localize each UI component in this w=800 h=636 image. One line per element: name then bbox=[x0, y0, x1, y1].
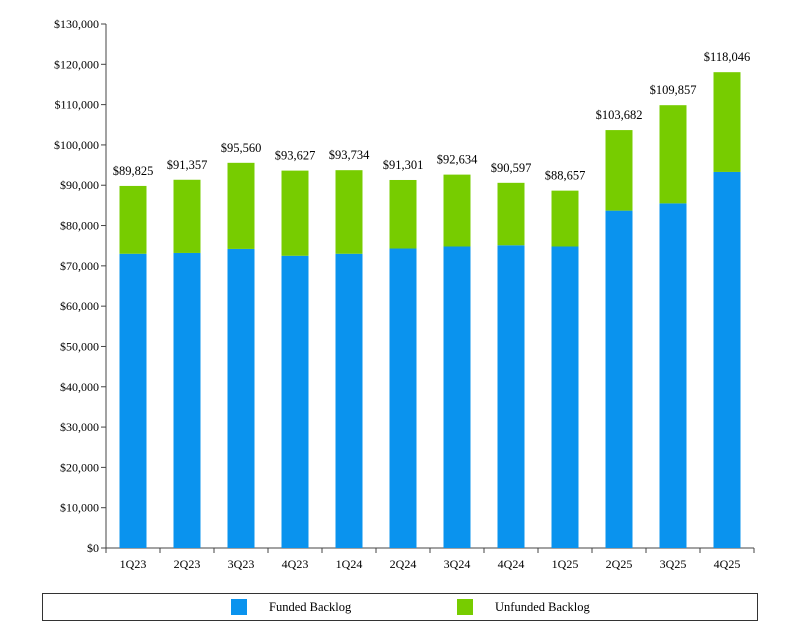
y-tick-label: $130,000 bbox=[54, 17, 99, 31]
bar-unfunded bbox=[605, 130, 633, 211]
total-data-label: $91,301 bbox=[383, 158, 424, 172]
legend: Funded Backlog Unfunded Backlog bbox=[42, 593, 758, 621]
legend-swatch-unfunded bbox=[457, 599, 473, 615]
y-tick-label: $50,000 bbox=[60, 339, 99, 353]
bar-funded bbox=[335, 253, 363, 548]
x-tick-label: 4Q24 bbox=[498, 557, 525, 571]
x-tick-label: 3Q25 bbox=[660, 557, 687, 571]
y-tick-label: $60,000 bbox=[60, 299, 99, 313]
y-tick-label: $120,000 bbox=[54, 57, 99, 71]
y-tick-label: $20,000 bbox=[60, 460, 99, 474]
total-data-label: $89,825 bbox=[113, 164, 154, 178]
x-tick-label: 4Q23 bbox=[282, 557, 309, 571]
legend-item-unfunded: Unfunded Backlog bbox=[457, 599, 590, 615]
bar-unfunded bbox=[335, 170, 363, 254]
bar-funded bbox=[281, 255, 309, 548]
total-data-label: $90,597 bbox=[491, 161, 532, 175]
bar-unfunded bbox=[227, 162, 255, 249]
x-tick-label: 4Q25 bbox=[714, 557, 741, 571]
x-tick-label: 3Q23 bbox=[228, 557, 255, 571]
total-data-label: $88,657 bbox=[545, 169, 586, 183]
y-tick-label: $110,000 bbox=[54, 98, 99, 112]
bar-funded bbox=[605, 210, 633, 548]
x-tick-label: 1Q25 bbox=[552, 557, 579, 571]
total-data-label: $92,634 bbox=[437, 153, 478, 167]
y-tick-label: $30,000 bbox=[60, 420, 99, 434]
x-tick-label: 2Q25 bbox=[606, 557, 633, 571]
bar-funded bbox=[389, 248, 417, 548]
bar-funded bbox=[659, 203, 687, 548]
bar-funded bbox=[713, 171, 741, 548]
legend-label-unfunded: Unfunded Backlog bbox=[495, 599, 590, 614]
y-tick-label: $10,000 bbox=[60, 501, 99, 515]
y-tick-label: $90,000 bbox=[60, 178, 99, 192]
bar-unfunded bbox=[173, 179, 201, 253]
total-data-label: $93,627 bbox=[275, 149, 316, 163]
y-tick-label: $40,000 bbox=[60, 380, 99, 394]
total-data-label: $103,682 bbox=[596, 108, 643, 122]
legend-label-funded: Funded Backlog bbox=[269, 599, 352, 614]
bar-unfunded bbox=[119, 185, 147, 254]
legend-item-funded: Funded Backlog bbox=[231, 599, 351, 615]
backlog-chart: $0 $10,000 $20,000 $30,000 $40,000 $50,000 $60… bbox=[54, 17, 755, 571]
bar-unfunded bbox=[443, 174, 471, 247]
bar-unfunded bbox=[659, 105, 687, 204]
bar-unfunded bbox=[281, 170, 309, 256]
total-data-label: $91,357 bbox=[167, 158, 208, 172]
y-tick-label: $0 bbox=[87, 541, 99, 555]
y-tick-label: $100,000 bbox=[54, 138, 99, 152]
total-data-label: $93,734 bbox=[329, 148, 370, 162]
bar-funded bbox=[551, 246, 579, 548]
y-tick-label: $70,000 bbox=[60, 259, 99, 273]
bar-funded bbox=[173, 252, 201, 548]
x-tick-label: 3Q24 bbox=[444, 557, 471, 571]
bar-funded bbox=[227, 248, 255, 548]
total-data-label: $118,046 bbox=[704, 50, 750, 64]
legend-swatch-funded bbox=[231, 599, 247, 615]
x-tick-label: 1Q24 bbox=[336, 557, 363, 571]
total-data-label: $109,857 bbox=[650, 83, 697, 97]
y-tick-label: $80,000 bbox=[60, 219, 99, 233]
x-tick-label: 2Q23 bbox=[174, 557, 201, 571]
bar-funded bbox=[497, 245, 525, 548]
bar-unfunded bbox=[389, 179, 417, 249]
total-data-label: $95,560 bbox=[221, 141, 262, 155]
bar-funded bbox=[119, 253, 147, 548]
bar-unfunded bbox=[497, 182, 525, 246]
x-tick-label: 1Q23 bbox=[120, 557, 147, 571]
bar-funded bbox=[443, 246, 471, 548]
bar-unfunded bbox=[713, 72, 741, 172]
x-tick-label: 2Q24 bbox=[390, 557, 417, 571]
bar-unfunded bbox=[551, 190, 579, 247]
